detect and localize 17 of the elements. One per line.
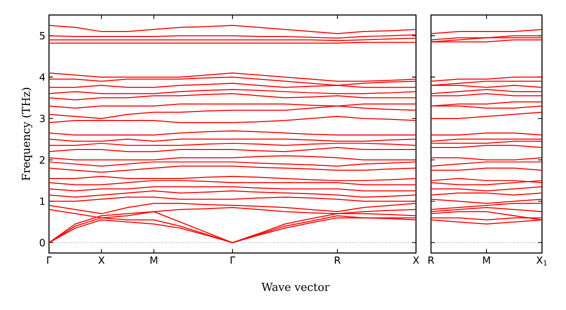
y-tick-label: 2 xyxy=(40,156,44,164)
x-tick-label: M xyxy=(483,256,490,264)
x-tick-label: X xyxy=(98,256,105,264)
x-tick-label: R xyxy=(334,256,341,264)
y-tick-label: 5 xyxy=(40,32,45,40)
x-tick-label: M xyxy=(150,256,158,264)
y-tick-label: 0 xyxy=(40,238,45,246)
x-axis-title: Wave vector xyxy=(262,282,330,292)
y-tick-label: 3 xyxy=(40,114,45,122)
y-tick-label: 4 xyxy=(40,73,45,81)
x-tick-label: X$_{1}$ xyxy=(536,256,547,266)
x-tick-label: Γ xyxy=(47,256,52,264)
x-tick-label: X xyxy=(412,256,420,264)
y-axis-title: Frequency (THz) xyxy=(22,88,32,180)
x-tick-label: Γ xyxy=(230,256,236,264)
y-tick-label: 1 xyxy=(40,198,45,205)
x-tick-label: R xyxy=(428,256,434,264)
